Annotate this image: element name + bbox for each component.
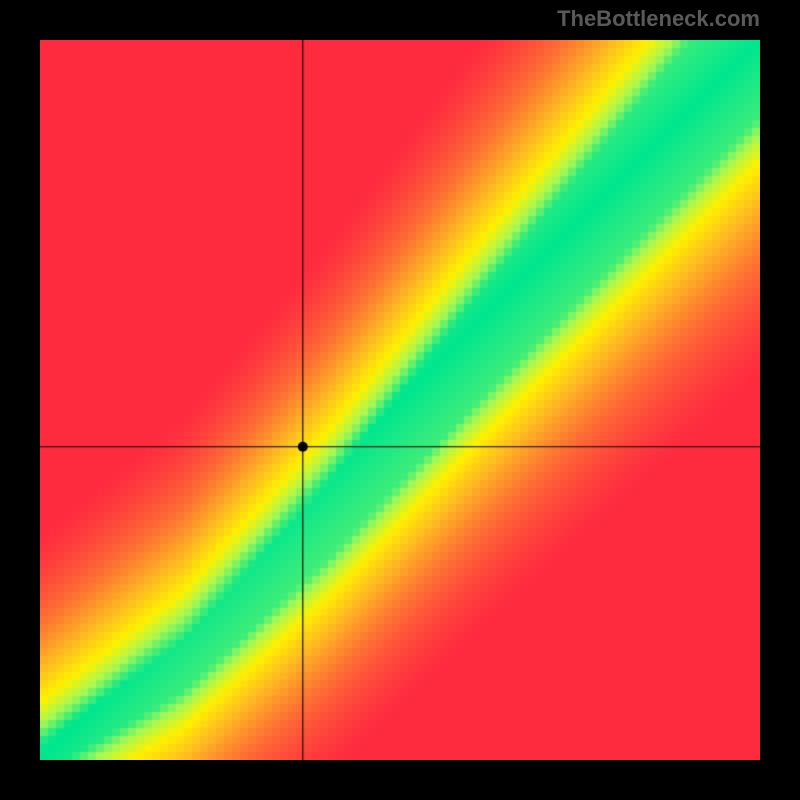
heatmap-canvas [40,40,760,760]
watermark-text: TheBottleneck.com [557,6,760,32]
chart-container: TheBottleneck.com [0,0,800,800]
